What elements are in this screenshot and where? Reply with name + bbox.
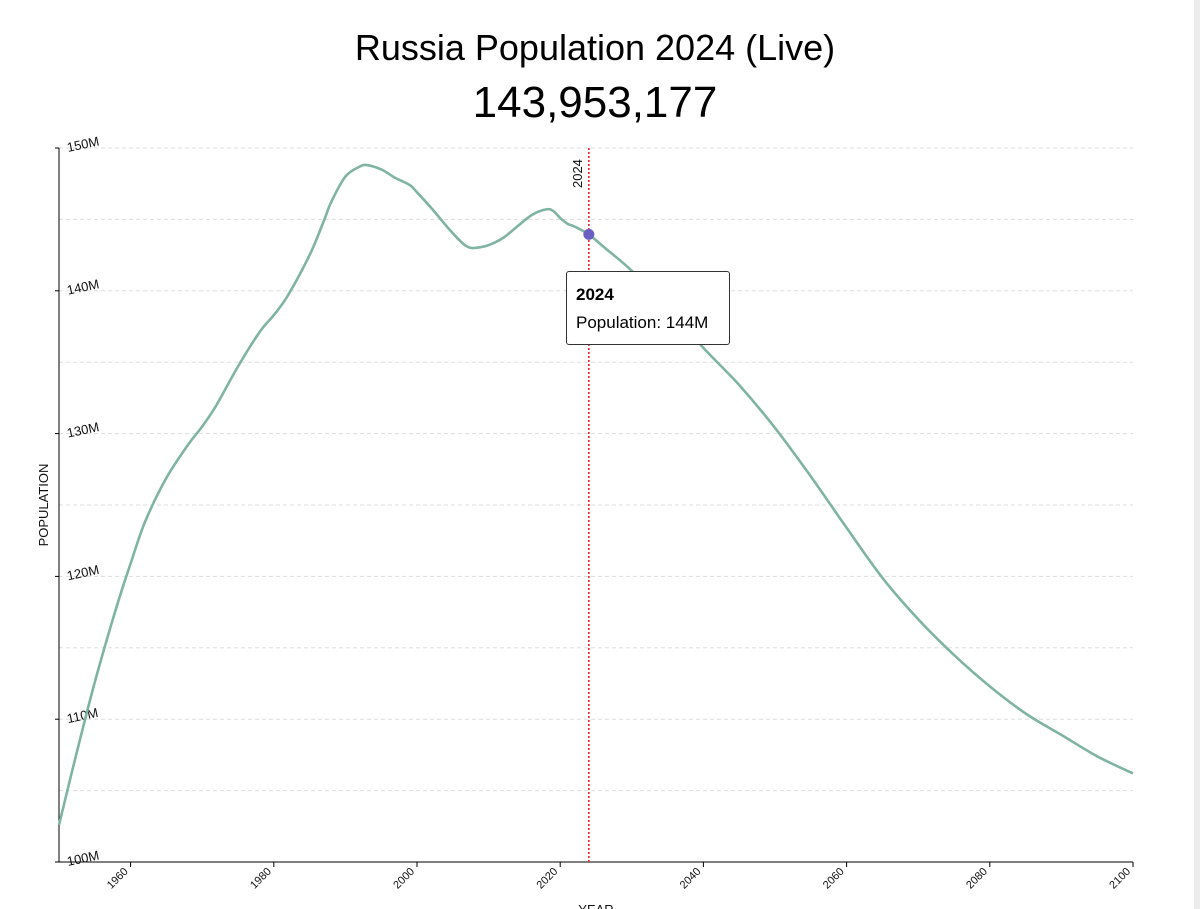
y-tick-label: 120M bbox=[66, 562, 101, 583]
x-tick-label: 1980 bbox=[248, 866, 274, 892]
x-tick-label: 2060 bbox=[821, 866, 847, 892]
x-tick-label: 2000 bbox=[391, 866, 417, 892]
grid-lines bbox=[59, 147, 1133, 792]
x-tick-label: 2020 bbox=[535, 866, 561, 892]
y-tick-label: 100M bbox=[66, 847, 101, 868]
tooltip-population: Population: 144M bbox=[576, 312, 720, 334]
y-axis-title: POPULATION bbox=[36, 464, 51, 547]
x-tick-label: 2080 bbox=[964, 866, 990, 892]
x-tick-label: 2100 bbox=[1107, 866, 1133, 892]
series bbox=[57, 163, 1134, 826]
live-population-counter: 143,953,177 bbox=[472, 78, 718, 127]
chart-title: Russia Population 2024 (Live) bbox=[354, 27, 836, 68]
y-tick-label: 110M bbox=[66, 705, 100, 726]
y-tick-label: 150M bbox=[66, 133, 101, 154]
current-year-point bbox=[583, 228, 595, 240]
y-tick-label: 140M bbox=[66, 276, 101, 297]
y-tick-label: 130M bbox=[66, 419, 101, 440]
x-axis-title: YEAR bbox=[578, 902, 613, 909]
axes: 100M 110M 120M 130M 140M 150M 1960 1980 2000 2020… bbox=[36, 133, 1134, 909]
tooltip-year: 2024 bbox=[576, 285, 614, 304]
current-year-label: 2024 bbox=[570, 159, 585, 188]
population-series-line bbox=[57, 163, 1134, 826]
x-tick-label: 1960 bbox=[105, 866, 131, 892]
current-year-marker: 2024 bbox=[570, 148, 595, 862]
x-tick-label: 2040 bbox=[678, 866, 704, 892]
tooltip-label: Population: bbox=[576, 313, 666, 332]
hover-tooltip: 2024 Population: 144M bbox=[566, 271, 730, 345]
tooltip-value: 144M bbox=[665, 313, 709, 332]
vertical-scrollbar[interactable] bbox=[1194, 0, 1200, 909]
